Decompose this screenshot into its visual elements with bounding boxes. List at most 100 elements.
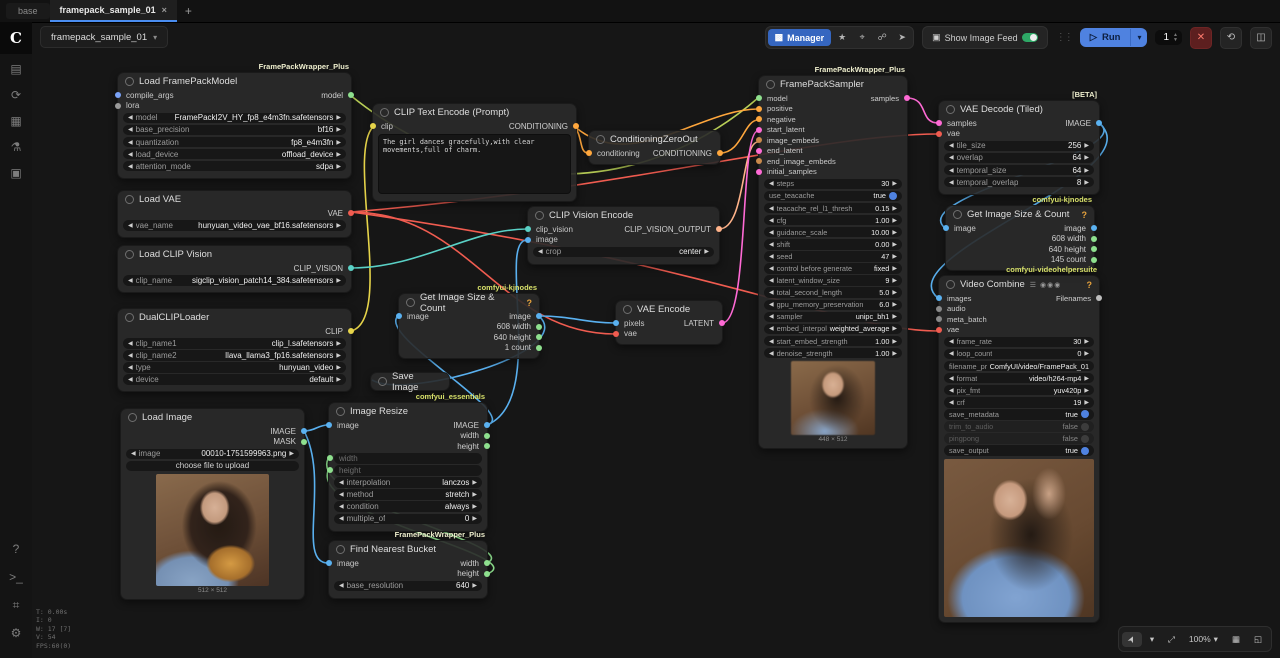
collapse-dot-icon[interactable] xyxy=(128,413,137,422)
next-arrow-icon[interactable]: ▶ xyxy=(892,326,897,333)
output-slot-IMAGE[interactable] xyxy=(1096,120,1102,127)
prev-arrow-icon[interactable]: ◀ xyxy=(128,115,133,122)
tab-close-icon[interactable]: × xyxy=(161,5,167,15)
next-arrow-icon[interactable]: ▶ xyxy=(1084,375,1089,382)
node-header[interactable]: VAE Encode xyxy=(616,301,722,318)
node-header[interactable]: Image Resize xyxy=(329,403,487,420)
input-slot-conditioning[interactable] xyxy=(586,150,592,157)
output-slot-MASK[interactable] xyxy=(301,438,307,445)
next-arrow-icon[interactable]: ▶ xyxy=(472,492,477,499)
next-arrow-icon[interactable]: ▶ xyxy=(336,115,341,122)
prev-arrow-icon[interactable]: ◀ xyxy=(339,516,344,523)
prev-arrow-icon[interactable]: ◀ xyxy=(949,375,954,382)
prev-arrow-icon[interactable]: ◀ xyxy=(339,492,344,499)
prev-arrow-icon[interactable]: ◀ xyxy=(131,451,136,458)
input-slot-image[interactable] xyxy=(525,236,531,243)
input-slot-end_latent[interactable] xyxy=(756,147,762,154)
terminal-icon[interactable]: >_ xyxy=(9,570,23,584)
input-slot-image_embeds[interactable] xyxy=(756,137,762,144)
output-slot-CLIP_VISION_OUTPUT[interactable] xyxy=(716,226,722,233)
output-slot-model[interactable] xyxy=(348,92,354,99)
widget-frame-rate[interactable]: ◀ frame_rate 30 ▶ xyxy=(944,336,1094,348)
input-slot-positive[interactable] xyxy=(756,105,762,112)
widget-temporal-size[interactable]: ◀ temporal_size 64 ▶ xyxy=(944,164,1094,176)
output-slot-VAE[interactable] xyxy=(348,210,354,217)
output-slot-CONDITIONING[interactable] xyxy=(573,123,579,130)
output-slot-608 width[interactable] xyxy=(1091,235,1097,242)
widget-height[interactable]: height xyxy=(327,465,482,476)
output-slot-LATENT[interactable] xyxy=(719,320,725,327)
toggle-knob[interactable] xyxy=(1081,422,1089,431)
next-arrow-icon[interactable]: ▶ xyxy=(1084,179,1089,186)
widget-format[interactable]: ◀ format video/h264-mp4 ▶ xyxy=(944,372,1094,384)
image-feed-toggle[interactable] xyxy=(1021,33,1038,42)
input-slot-compile_args[interactable] xyxy=(115,92,121,99)
alert-icon[interactable]: ☍ xyxy=(877,32,887,42)
widget-choose-file-to-upload[interactable]: choose file to upload xyxy=(126,460,299,472)
input-slot-lora[interactable] xyxy=(115,102,121,109)
prev-arrow-icon[interactable]: ◀ xyxy=(769,241,774,248)
prev-arrow-icon[interactable]: ◀ xyxy=(339,504,344,511)
next-arrow-icon[interactable]: ▶ xyxy=(892,314,897,321)
pin-icon[interactable]: ⌖ xyxy=(859,32,865,42)
wire[interactable] xyxy=(721,130,759,324)
next-arrow-icon[interactable]: ▶ xyxy=(336,163,341,170)
next-arrow-icon[interactable]: ▶ xyxy=(336,127,341,134)
next-arrow-icon[interactable]: ▶ xyxy=(336,365,341,372)
collapse-dot-icon[interactable] xyxy=(336,545,345,554)
input-slot-images[interactable] xyxy=(936,295,942,302)
node-get_size_center[interactable]: comfyui-kjnodes Get Image Size & Count? im… xyxy=(396,283,542,359)
next-arrow-icon[interactable]: ▶ xyxy=(1084,399,1089,406)
widget-steps[interactable]: ◀ steps 30 ▶ xyxy=(764,178,902,190)
input-slot-image[interactable] xyxy=(326,422,332,429)
widget-image[interactable]: ◀ image 00010-1751599963.png ▶ xyxy=(126,448,299,460)
help-icon[interactable]: ? xyxy=(12,542,20,556)
widget-control-before-generate[interactable]: ◀ control before generate fixed ▶ xyxy=(764,263,902,274)
widget-cfg[interactable]: ◀ cfg 1.00 ▶ xyxy=(764,214,902,226)
widget-vae-name[interactable]: ◀ vae_name hunyuan_video_vae_bf16.safetens… xyxy=(123,220,346,231)
next-arrow-icon[interactable]: ▶ xyxy=(1084,155,1089,162)
input-slot-initial_samples[interactable] xyxy=(756,168,762,175)
next-arrow-icon[interactable]: ▶ xyxy=(336,377,341,384)
input-slot-audio[interactable] xyxy=(936,305,942,312)
next-arrow-icon[interactable]: ▶ xyxy=(336,139,341,146)
prev-arrow-icon[interactable]: ◀ xyxy=(128,352,133,359)
next-arrow-icon[interactable]: ▶ xyxy=(892,350,897,357)
input-slot-clip[interactable] xyxy=(370,123,376,130)
next-arrow-icon[interactable]: ▶ xyxy=(892,290,897,297)
node-image_resize[interactable]: comfyui_essentials Image Resize image IMAGE… xyxy=(326,392,490,532)
next-arrow-icon[interactable]: ▶ xyxy=(472,516,477,523)
widget-multiple-of[interactable]: ◀ multiple_of 0 ▶ xyxy=(334,513,482,525)
interrupt-button[interactable]: ✕ xyxy=(1190,26,1212,49)
input-slot-meta_batch[interactable] xyxy=(936,316,942,323)
widget-device[interactable]: ◀ device default ▶ xyxy=(123,374,346,385)
next-arrow-icon[interactable]: ▶ xyxy=(892,181,897,188)
run-options-chevron[interactable]: ▾ xyxy=(1130,29,1147,46)
minimap-toggle-icon[interactable]: ◱ xyxy=(1253,633,1262,644)
prompt-textarea[interactable]: The girl dances gracefully,with clear mo… xyxy=(378,133,571,194)
next-arrow-icon[interactable]: ▶ xyxy=(704,249,709,256)
input-slot-image[interactable] xyxy=(326,560,332,567)
next-arrow-icon[interactable]: ▶ xyxy=(472,504,477,511)
converted-input-slot[interactable] xyxy=(327,467,333,474)
wire[interactable] xyxy=(718,141,759,230)
collapse-dot-icon[interactable] xyxy=(623,305,632,314)
node-load_vae[interactable]: Load VAE VAE ◀ vae_name hunyuan_video_vae_bf… xyxy=(117,190,354,239)
collapse-dot-icon[interactable] xyxy=(125,195,134,204)
node-clip_text_encode[interactable]: CLIP Text Encode (Prompt) clip CONDITIONIN… xyxy=(370,103,579,202)
next-arrow-icon[interactable]: ▶ xyxy=(1084,167,1089,174)
widget-base-resolution[interactable]: ◀ base_resolution 640 ▶ xyxy=(334,580,482,592)
select-tool-button[interactable]: ➤ xyxy=(1122,631,1142,647)
workflow-name-dropdown[interactable]: framepack_sample_01 ▾ xyxy=(40,26,169,48)
tab-active-workflow[interactable]: framepack_sample_01 × xyxy=(49,0,177,22)
input-slot-samples[interactable] xyxy=(936,120,942,127)
next-arrow-icon[interactable]: ▶ xyxy=(892,278,897,285)
node-help-icon[interactable]: ? xyxy=(526,297,533,308)
output-slot-CLIP_VISION[interactable] xyxy=(348,265,354,272)
widget-load-device[interactable]: ◀ load_device offload_device ▶ xyxy=(123,148,346,160)
refresh-icon[interactable]: ⟳ xyxy=(10,88,22,102)
collapse-dot-icon[interactable] xyxy=(336,407,345,416)
node-header[interactable]: Video Combine ☰ ◉◉◉? xyxy=(939,276,1099,293)
new-tab-button[interactable]: + xyxy=(184,4,192,18)
collapse-dot-icon[interactable] xyxy=(946,280,955,289)
